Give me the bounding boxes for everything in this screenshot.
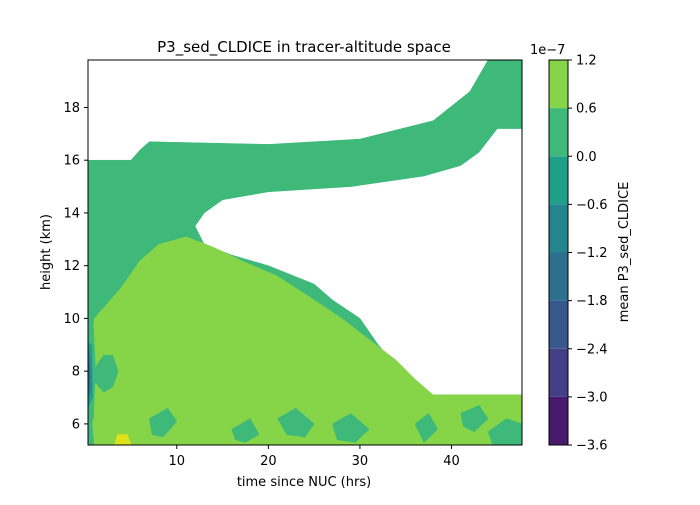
colorbar-segment-4 [549, 204, 568, 253]
colorbar-segment-1 [549, 348, 568, 397]
contour-region-14 [114, 434, 132, 445]
colorbar-segment-5 [549, 156, 568, 205]
colorbar-offset-text: 1e−7 [530, 43, 565, 58]
contour-region-6 [231, 418, 260, 443]
contour-region-5 [332, 413, 370, 443]
y-tick-label-3: 12 [63, 259, 80, 274]
colorbar-segment-6 [549, 108, 568, 157]
y-tick-label-2: 10 [63, 312, 80, 327]
colorbar-tick-label-6: 0.0 [576, 150, 597, 165]
y-tick-label-1: 8 [72, 365, 80, 380]
colorbar-label: mean P3_sed_CLDICE [617, 182, 632, 323]
contour-region-2 [94, 355, 119, 393]
plot-regions [88, 60, 522, 445]
colorbar-segment-7 [549, 60, 568, 109]
y-tick-label-5: 16 [63, 154, 80, 169]
colorbar-tick-label-4: −1.2 [576, 246, 608, 261]
colorbar-segment-0 [549, 396, 568, 445]
plot-frame [87, 59, 523, 446]
colorbar-tick-label-8: 1.2 [576, 54, 597, 69]
y-tick-label-0: 6 [72, 417, 80, 432]
y-tick-label-6: 18 [63, 101, 80, 116]
colorbar-segment-3 [549, 252, 568, 301]
x-tick-label-0: 10 [169, 454, 186, 469]
contour-region-1 [90, 236, 522, 445]
x-tick-label-1: 20 [260, 454, 277, 469]
colorbar: −3.6 −3.0 −2.4 −1.8 −1.2 −0.6 0.0 0.6 1.2 [548, 54, 608, 454]
x-axis: 10 20 30 40 [169, 445, 460, 469]
colorbar-tick-label-7: 0.6 [576, 102, 597, 117]
contour-region-3 [149, 407, 178, 438]
colorbar-tick-label-3: −1.8 [576, 294, 608, 309]
colorbar-tick-label-5: −0.6 [576, 198, 608, 213]
colorbar-tick-label-2: −2.4 [576, 342, 608, 357]
contour-region-9 [460, 405, 489, 433]
contour-region-7 [414, 413, 439, 443]
colorbar-segment-2 [549, 300, 568, 349]
colorbar-tick-label-0: −3.6 [576, 439, 608, 454]
contour-region-8 [487, 418, 522, 445]
x-tick-label-2: 30 [352, 454, 369, 469]
x-tick-label-3: 40 [443, 454, 460, 469]
y-tick-label-4: 14 [63, 206, 80, 221]
y-axis-label: height (km) [39, 214, 54, 290]
contour-region-4 [277, 407, 315, 438]
y-axis: 6 8 10 12 14 16 18 [63, 101, 88, 432]
colorbar-tick-label-1: −3.0 [576, 390, 608, 405]
chart-title: P3_sed_CLDICE in tracer-altitude space [157, 38, 451, 57]
x-axis-label: time since NUC (hrs) [237, 475, 371, 490]
